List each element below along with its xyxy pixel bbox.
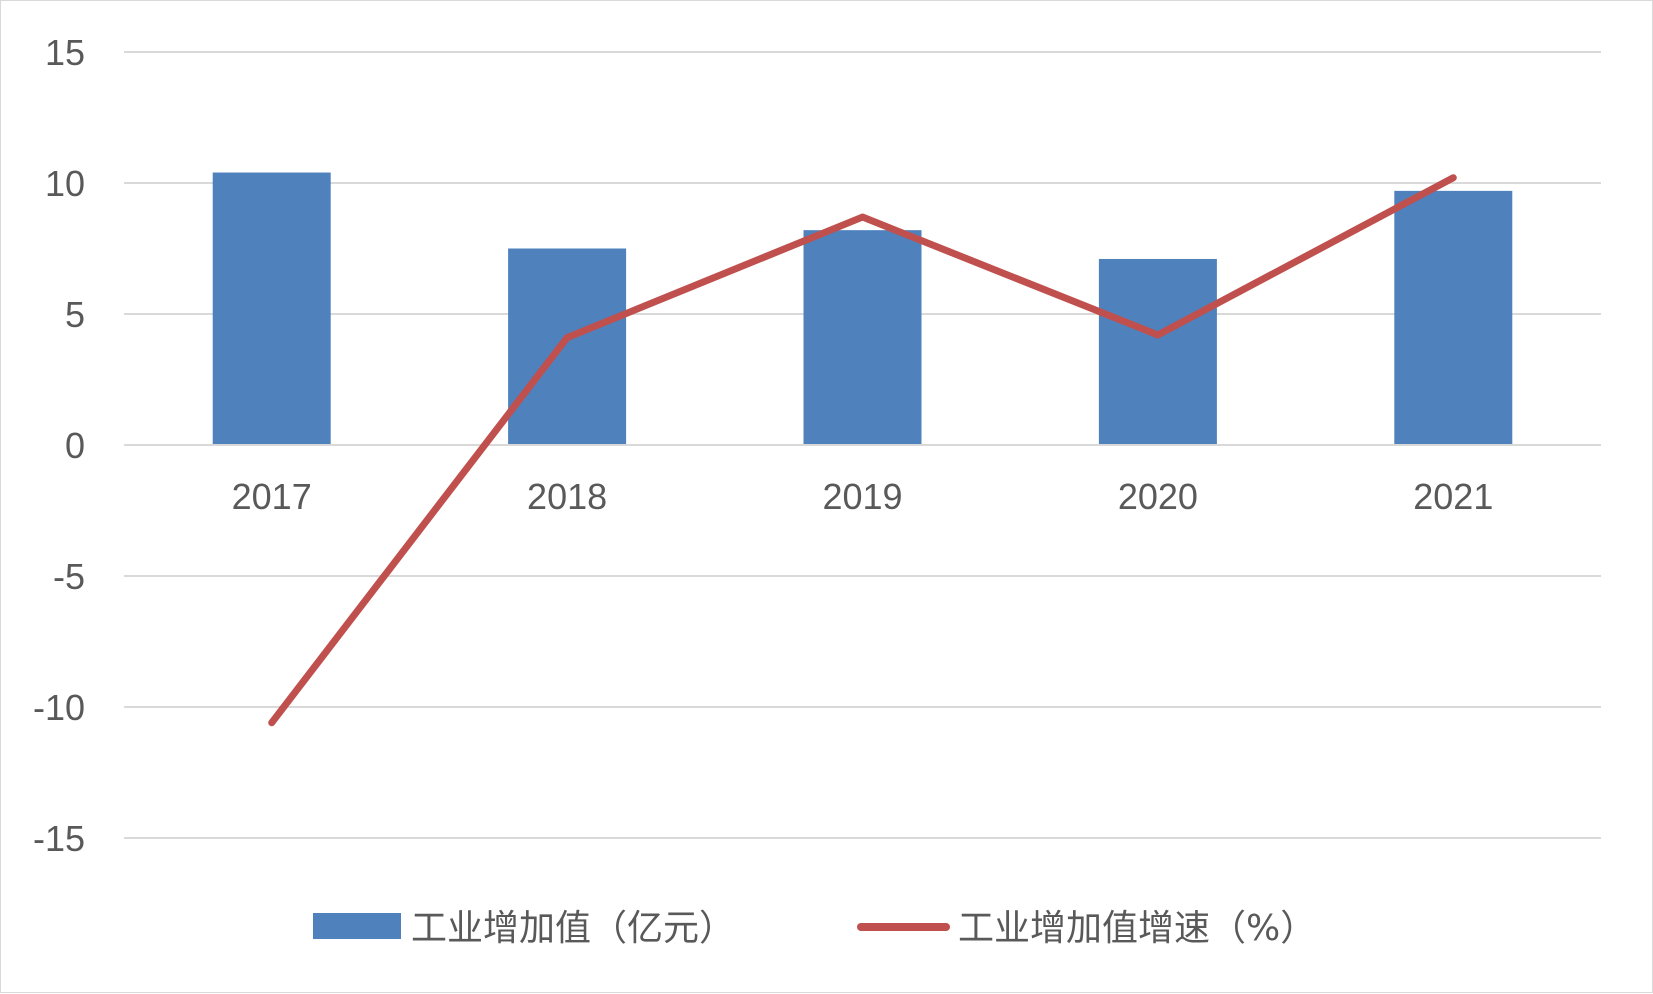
legend-bar-label: 工业增加值（亿元） xyxy=(411,908,735,949)
bar xyxy=(1099,259,1217,445)
y-tick-label: 15 xyxy=(45,32,85,73)
x-axis-ticks: 2017 2018 2019 2020 2021 xyxy=(232,476,1494,517)
y-tick-label: 0 xyxy=(65,425,85,466)
x-tick-label: 2021 xyxy=(1413,476,1493,517)
bar xyxy=(1394,191,1512,445)
y-tick-label: -15 xyxy=(33,818,85,859)
x-tick-label: 2018 xyxy=(527,476,607,517)
x-tick-label: 2020 xyxy=(1118,476,1198,517)
bar xyxy=(804,230,922,445)
y-tick-label: -5 xyxy=(53,556,85,597)
y-tick-label: 5 xyxy=(65,294,85,335)
bar xyxy=(213,173,331,445)
bar-series xyxy=(213,173,1513,445)
x-tick-label: 2019 xyxy=(822,476,902,517)
legend-bar-swatch xyxy=(313,913,401,939)
y-axis-ticks: 15 10 5 0 -5 -10 -15 xyxy=(33,32,85,859)
legend-line-label: 工业增加值增速（%） xyxy=(958,908,1316,949)
x-tick-label: 2017 xyxy=(232,476,312,517)
y-tick-label: 10 xyxy=(45,163,85,204)
bar xyxy=(508,249,626,446)
y-tick-label: -10 xyxy=(33,687,85,728)
legend: 工业增加值（亿元） 工业增加值增速（%） xyxy=(313,908,1316,949)
